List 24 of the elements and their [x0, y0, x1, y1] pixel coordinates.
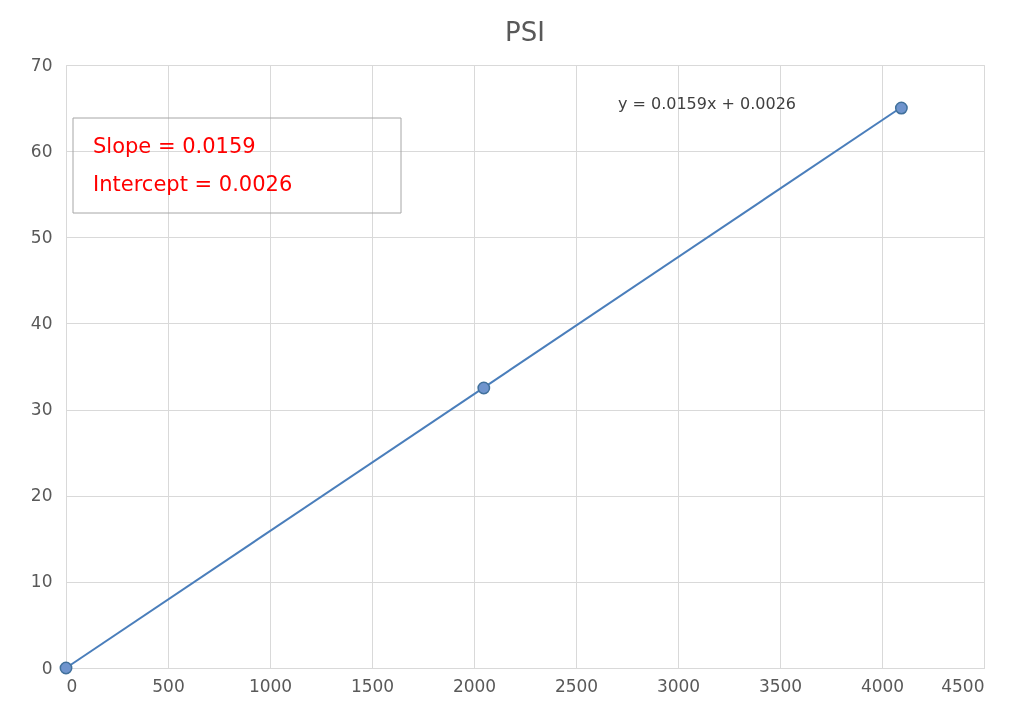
y-tick-label: 50: [30, 226, 53, 247]
point: [59, 661, 73, 675]
y-tick-label: 20: [30, 485, 53, 506]
x-tick-label: 3000: [656, 675, 701, 696]
x-tick-label: 1500: [350, 675, 395, 696]
point: [894, 101, 908, 115]
x-tick-label: 0: [66, 675, 78, 696]
x-tick-label: 1000: [248, 675, 293, 696]
annotation: Slope = 0.0159 Intercept = 0.0026: [93, 134, 293, 196]
x-tick-label: 4500: [941, 675, 985, 696]
point: [477, 381, 491, 395]
y-tick-label: 10: [30, 571, 53, 592]
annotation: y = 0.0159x + 0.0026: [617, 94, 796, 113]
y-tick-label: 60: [30, 140, 53, 161]
chart-title: PSI: [505, 17, 545, 47]
y-tick-label: 30: [30, 399, 53, 420]
y-tick-label: 0: [41, 657, 53, 678]
x-tick-label: 4000: [860, 675, 905, 696]
y-tick-label: 40: [30, 312, 53, 333]
x-tick-label: 2500: [554, 675, 599, 696]
x-tick-label: 2000: [452, 675, 497, 696]
y-tick-label: 70: [30, 54, 53, 75]
x-tick-label: 3500: [758, 675, 803, 696]
x-tick-label: 500: [152, 675, 185, 696]
